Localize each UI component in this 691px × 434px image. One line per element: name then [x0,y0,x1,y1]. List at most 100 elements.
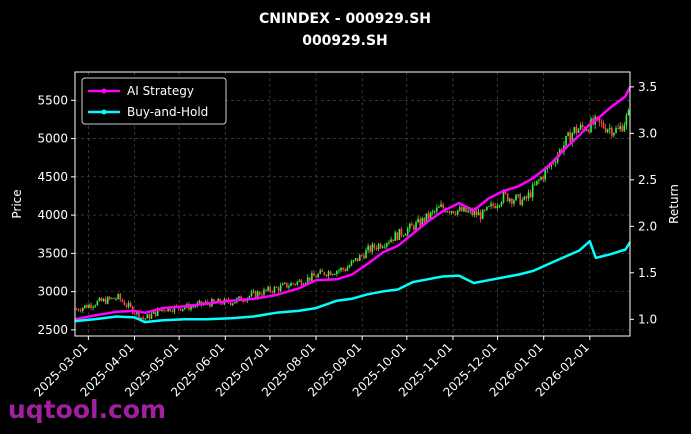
candle-body-down [121,299,124,302]
x-axis: 2025-03-012025-04-012025-05-012025-06-01… [31,336,592,399]
candle-body-up [88,304,90,308]
candle-body-up [523,196,526,200]
candle-body-down [104,298,107,304]
y-tick-label: 5500 [37,93,68,107]
candle-body-up [531,184,534,198]
y-tick-label: 2500 [37,323,68,337]
candle-body-up [490,203,492,207]
candle-body-up [577,129,580,133]
candle-body-up [415,222,417,230]
candle-body-up [231,303,234,305]
candle-body-down [344,269,347,271]
candle-body-down [125,305,128,307]
candle-body-up [348,265,351,268]
candle-body-down [221,303,224,305]
candle-body-up [273,287,276,293]
candle-body-up [477,212,480,216]
candle-body-up [533,184,536,186]
legend-marker-buy-and-hold [101,109,107,115]
candle-body-up [267,286,269,291]
legend-label-buy-and-hold: Buy-and-Hold [127,105,208,119]
candle-body-up [473,210,476,215]
candle-body-up [371,244,374,252]
candle-body-up [336,271,338,275]
candle-body-up [354,258,357,261]
candle-body-up [338,270,340,272]
candle-body-down [492,203,494,206]
candle-body-up [96,301,99,306]
y2-axis-label: Return [667,184,681,224]
y-tick-label: 4500 [37,170,68,184]
candle-body-up [458,207,461,211]
candle-body-up [152,311,155,314]
candle-body-down [506,193,509,202]
candle-body-up [198,301,201,304]
candle-body-up [111,297,113,299]
candle-body-up [377,244,380,250]
candle-body-up [404,234,407,236]
candle-body-down [396,232,399,240]
candle-body-up [571,133,574,143]
candle-body-up [590,118,592,133]
candle-body-down [77,309,80,311]
candle-body-up [579,124,582,130]
candle-body-down [113,297,115,300]
candle-body-up [331,274,334,276]
candle-body-down [259,291,261,295]
candle-body-up [554,162,557,164]
candle-body-up [146,314,149,319]
candle-body-down [519,194,521,206]
y-tick-label: 3000 [37,285,68,299]
candle-body-up [625,115,628,126]
y-axis-left: 2500 3000 3500 4000 4500 5000 5500 [37,93,75,337]
candle-body-down [86,305,88,308]
candle-body-up [469,209,471,211]
candle-body-down [90,304,92,308]
candle-body-down [171,310,174,312]
candle-body-down [294,283,297,285]
candle-body-down [361,255,363,256]
candle-body-up [417,218,419,223]
candle-body-up [317,273,319,278]
candle-body-up [567,132,569,137]
candle-body-down [542,177,544,180]
series-line-ai-strategy [74,86,632,321]
candle-body-down [475,210,478,216]
candle-body-up [456,210,459,215]
candle-body-up [515,194,517,201]
candle-body-up [238,296,240,299]
candle-body-up [390,239,392,243]
candle-body-down [313,273,315,276]
candle-body-up [102,298,105,302]
candle-body-down [392,239,394,241]
candle-body-down [292,283,294,285]
candle-body-down [315,275,317,278]
candle-body-up [556,155,559,163]
candle-body-up [311,273,313,281]
candle-body-up [190,306,192,310]
candle-body-down [229,302,232,305]
candles [75,108,630,322]
candle-body-up [513,200,515,204]
candle-body-up [402,235,405,237]
candle-body-down [575,127,578,133]
candle-body-down [600,122,603,123]
candle-body-down [244,301,247,302]
candle-body-up [406,228,409,235]
candle-body-down [254,291,257,298]
candle-body-down [511,198,513,204]
candle-body-up [117,294,119,299]
candle-body-up [421,218,424,227]
candle-body-down [400,228,403,236]
candle-body-up [615,128,617,133]
candle-body-down [242,300,244,302]
legend: AI Strategy Buy-and-Hold [81,77,227,125]
candle-body-up [606,129,609,133]
candle-body-down [169,307,172,311]
candle-body-down [308,277,311,281]
candle-body-up [84,305,86,308]
candle-body-up [217,298,219,303]
watermark: uqtool.com [8,395,166,424]
candle-body-down [413,225,415,230]
candle-body-up [431,211,434,213]
